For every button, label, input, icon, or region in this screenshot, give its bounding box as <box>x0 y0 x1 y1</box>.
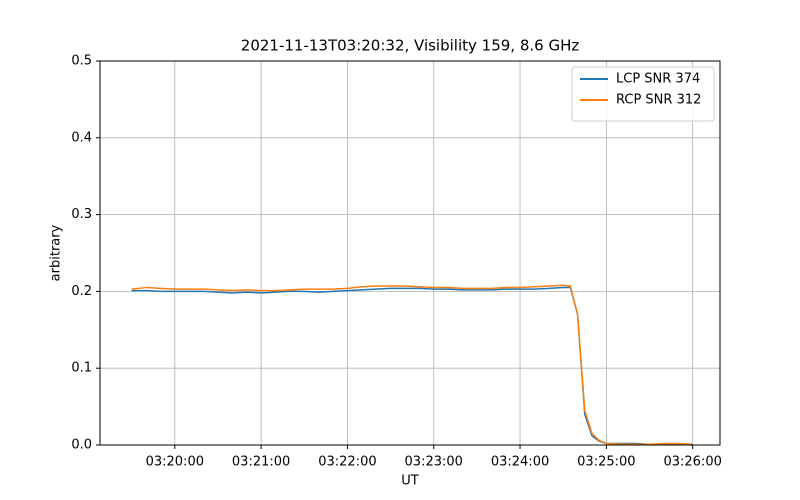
x-tick-label: 03:25:00 <box>577 455 635 470</box>
y-tick-label: 0.2 <box>71 284 92 299</box>
legend-label: RCP SNR 312 <box>616 93 701 108</box>
x-tick-label: 03:22:00 <box>318 455 376 470</box>
chart-title: 2021-11-13T03:20:32, Visibility 159, 8.6… <box>241 37 580 55</box>
x-tick-label: 03:24:00 <box>491 455 549 470</box>
x-tick-label: 03:20:00 <box>146 455 204 470</box>
x-axis-label: UT <box>401 474 419 489</box>
y-tick-label: 0.0 <box>71 438 92 453</box>
y-tick-label: 0.4 <box>71 130 92 145</box>
plot-frame <box>99 60 721 446</box>
legend-box <box>571 66 715 122</box>
y-tick-label: 0.3 <box>71 207 92 222</box>
y-tick-label: 0.1 <box>71 361 92 376</box>
legend-label: LCP SNR 374 <box>616 72 700 87</box>
x-tick-label: 03:21:00 <box>232 455 290 470</box>
x-tick-label: 03:23:00 <box>405 455 463 470</box>
y-axis-label: arbitrary <box>49 224 64 281</box>
series-line <box>131 284 693 445</box>
x-tick-label: 03:26:00 <box>663 455 721 470</box>
y-tick-label: 0.5 <box>71 54 92 69</box>
